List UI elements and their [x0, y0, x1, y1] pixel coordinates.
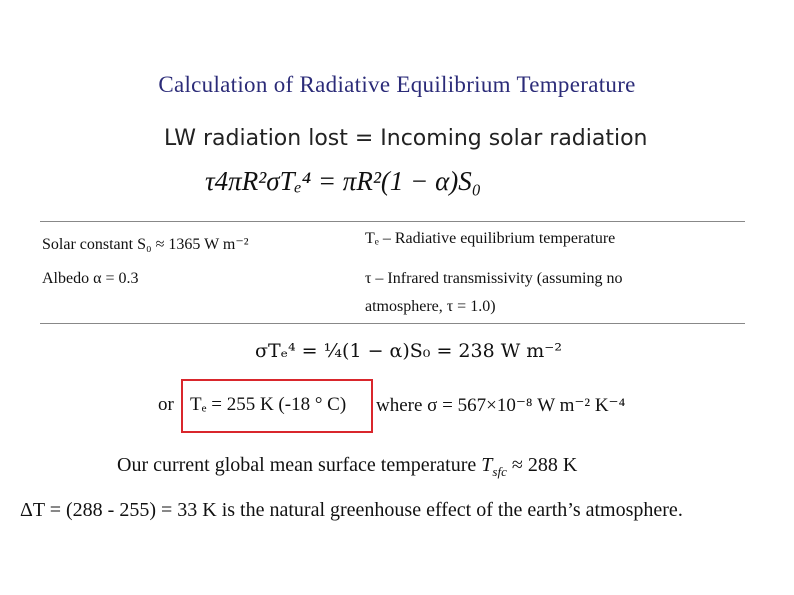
result-prefix: or — [158, 394, 174, 415]
heading: LW radiation lost = Incoming solar radia… — [164, 126, 648, 151]
table-cell: Tₑ – Radiative equilibrium temperature — [365, 230, 616, 247]
equation: σTₑ⁴ = ¼(1 − α)S₀ = 238 W m⁻² — [255, 340, 562, 362]
conclusion: ΔT = (288 - 255) = 33 K is the natural g… — [20, 499, 683, 521]
result-suffix: where σ = 567×10⁻⁸ W m⁻² K⁻⁴ — [376, 395, 626, 416]
table-cell: atmosphere, τ = 1.0) — [365, 298, 496, 315]
title: Calculation of Radiative Equilibrium Tem… — [158, 72, 636, 97]
table-cell: Solar constant S₀ ≈ 1365 W m⁻² — [42, 236, 249, 253]
surface-symbol: T — [481, 454, 493, 476]
table-cell: τ – Infrared transmissivity (assuming no — [365, 270, 623, 287]
divider — [40, 221, 745, 222]
surface-subscript: sfc — [492, 464, 507, 479]
surface-line: Our current global mean surface temperat… — [117, 454, 577, 480]
table-cell: Albedo α = 0.3 — [42, 270, 139, 287]
result-boxed: Tₑ = 255 K (-18 ° C) — [190, 394, 347, 415]
equation: τ4πR²σTₑ⁴ = πR²(1 − α)S₀ — [205, 166, 482, 196]
highlight-box — [181, 379, 373, 433]
surface-text: Our current global mean surface temperat… — [117, 454, 477, 476]
surface-value: ≈ 288 K — [511, 454, 578, 476]
divider — [40, 323, 745, 324]
